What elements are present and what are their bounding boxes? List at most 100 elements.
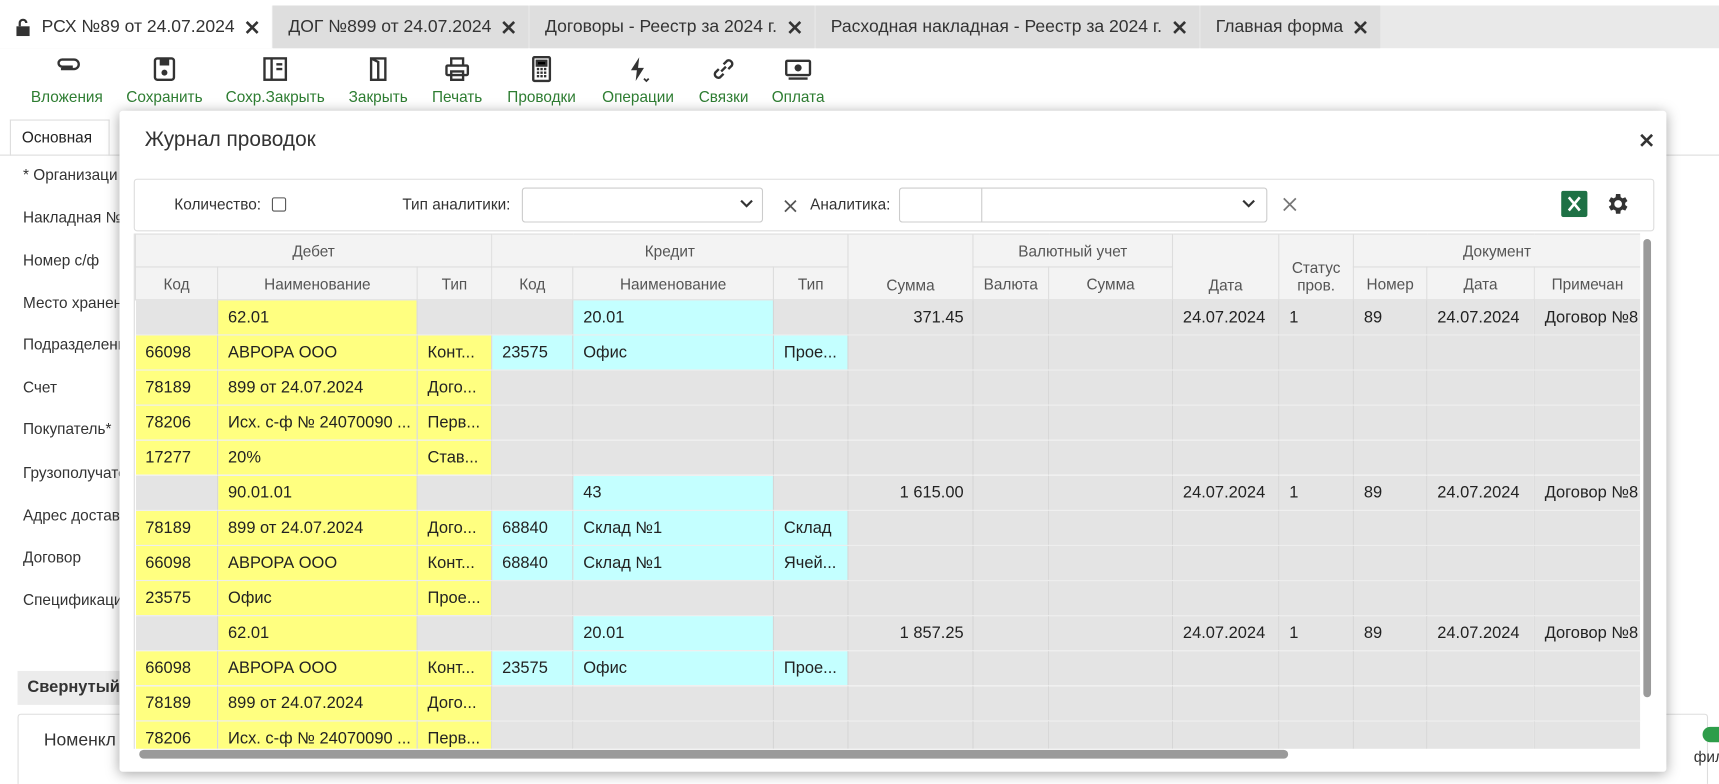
column-header: Сумма — [1049, 267, 1173, 300]
column-header: Дата — [1173, 234, 1279, 300]
table-viewport: ДебетКредитСуммаВалютный учетДатаСтатус … — [134, 234, 1640, 749]
table-row[interactable]: 62.0120.01371.4524.07.202418924.07.2024Д… — [135, 300, 1640, 335]
empty-cell — [773, 580, 848, 615]
tab[interactable]: РСХ №89 от 24.07.2024 — [0, 5, 272, 48]
tab-close[interactable] — [502, 20, 515, 33]
clear-analytics[interactable] — [1283, 197, 1297, 211]
toolbar-label: Оплата — [738, 88, 859, 106]
table-row[interactable]: 1727720%Став... — [135, 440, 1640, 475]
empty-cell — [1173, 651, 1279, 686]
table-row[interactable]: 23575ОфисПрое... — [135, 580, 1640, 615]
panel-label: Номенкл — [44, 731, 116, 751]
cell: 20% — [218, 440, 418, 475]
toggle[interactable] — [1703, 727, 1719, 742]
empty-cell — [848, 440, 973, 475]
table-row[interactable]: 78189899 от 24.07.2024Дого... — [135, 686, 1640, 721]
settings-button[interactable] — [1604, 191, 1630, 217]
table-row[interactable]: 66098АВРОРА ОООКонт...23575ОфисПрое... — [135, 651, 1640, 686]
table-row[interactable]: 66098АВРОРА ОООКонт...68840Склад №1Ячей.… — [135, 545, 1640, 580]
empty-cell — [1173, 370, 1279, 405]
empty-cell — [848, 545, 973, 580]
tab-close[interactable] — [1173, 20, 1186, 33]
empty-cell — [1427, 686, 1534, 721]
empty-cell — [1049, 405, 1173, 440]
cell: 66098 — [135, 545, 217, 580]
empty-cell — [1049, 686, 1173, 721]
quantity-checkbox[interactable] — [272, 197, 286, 211]
horizontal-scrollbar[interactable] — [139, 750, 1288, 759]
tab[interactable]: Главная форма — [1200, 5, 1380, 48]
toolbar-button[interactable]: Оплата — [738, 55, 859, 105]
group-row: ДебетКредитСуммаВалютный учетДатаСтатус … — [135, 234, 1640, 267]
cell: АВРОРА ООО — [218, 651, 418, 686]
empty-cell — [973, 370, 1049, 405]
empty-cell — [1173, 405, 1279, 440]
empty-cell — [1049, 440, 1173, 475]
tab-label: ДОГ №899 от 24.07.2024 — [288, 17, 491, 37]
tab[interactable]: Договоры - Реестр за 2024 г. — [530, 5, 815, 48]
empty-cell — [1049, 510, 1173, 545]
empty-cell — [1353, 440, 1426, 475]
table-row[interactable]: 62.0120.011 857.2524.07.202418924.07.202… — [135, 616, 1640, 651]
cell: 1 615.00 — [848, 475, 973, 510]
tab[interactable]: Расходная накладная - Реестр за 2024 г. — [815, 5, 1199, 48]
empty-cell — [848, 335, 973, 370]
tab-close[interactable] — [246, 20, 259, 33]
tab-label: Договоры - Реестр за 2024 г. — [545, 17, 777, 37]
empty-cell — [1173, 686, 1279, 721]
lock-icon — [15, 18, 30, 36]
empty-cell — [848, 721, 973, 749]
cell: 17277 — [135, 440, 217, 475]
table-row[interactable]: 66098АВРОРА ОООКонт...23575ОфисПрое... — [135, 335, 1640, 370]
tab-bar: РСХ №89 от 24.07.2024 ДОГ №899 от 24.07.2… — [0, 5, 1719, 48]
cell: Перв... — [417, 405, 492, 440]
cell: 43 — [573, 475, 774, 510]
cell: 23575 — [492, 335, 573, 370]
journal-table: ДебетКредитСуммаВалютный учетДатаСтатус … — [135, 234, 1640, 749]
table-row[interactable]: 78189899 от 24.07.2024Дого...68840Склад … — [135, 510, 1640, 545]
empty-cell — [848, 405, 973, 440]
empty-cell — [1353, 580, 1426, 615]
empty-cell — [573, 686, 774, 721]
form-tab[interactable]: Основная — [22, 128, 92, 146]
analytics-select[interactable] — [899, 187, 1267, 222]
cell: 371.45 — [848, 300, 973, 335]
tab[interactable]: ДОГ №899 от 24.07.2024 — [273, 5, 529, 48]
vertical-scrollbar[interactable] — [1643, 239, 1651, 697]
tab-close[interactable] — [788, 20, 801, 33]
table-row[interactable]: 90.01.01431 615.0024.07.202418924.07.202… — [135, 475, 1640, 510]
collapsed-label[interactable]: Свернутый — [27, 678, 119, 697]
cell: 1 — [1279, 475, 1354, 510]
cell: АВРОРА ООО — [218, 335, 418, 370]
column-header: Номер — [1353, 267, 1426, 300]
empty-cell — [1049, 651, 1173, 686]
cell: 78206 — [135, 405, 217, 440]
empty-cell — [1534, 545, 1640, 580]
table-row[interactable]: 78206Исх. с-ф № 24070090 ...Перв... — [135, 721, 1640, 749]
empty-cell — [973, 405, 1049, 440]
empty-cell — [417, 300, 492, 335]
empty-cell — [1279, 510, 1354, 545]
cell: 24.07.2024 — [1173, 475, 1279, 510]
empty-cell — [973, 475, 1049, 510]
tab-close[interactable] — [1354, 20, 1367, 33]
clear-type[interactable] — [784, 200, 797, 213]
table-row[interactable]: 78189899 от 24.07.2024Дого... — [135, 370, 1640, 405]
column-header: Валюта — [973, 267, 1049, 300]
close-button[interactable] — [1640, 134, 1653, 147]
analytics-type-select[interactable] — [522, 187, 763, 222]
empty-cell — [848, 510, 973, 545]
column-header: Код — [492, 267, 573, 300]
empty-cell — [1173, 440, 1279, 475]
cell: Прое... — [417, 580, 492, 615]
toolbar-button[interactable]: Сохранить — [104, 55, 225, 105]
form-label: Номер с/ф — [23, 251, 99, 269]
column-header: Дата — [1427, 267, 1534, 300]
toolbar-icon — [784, 55, 813, 84]
excel-button[interactable] — [1561, 191, 1587, 217]
empty-cell — [1534, 721, 1640, 749]
cell: Склад — [773, 510, 848, 545]
cell: 24.07.2024 — [1427, 475, 1534, 510]
table-row[interactable]: 78206Исх. с-ф № 24070090 ...Перв... — [135, 405, 1640, 440]
empty-cell — [1173, 335, 1279, 370]
